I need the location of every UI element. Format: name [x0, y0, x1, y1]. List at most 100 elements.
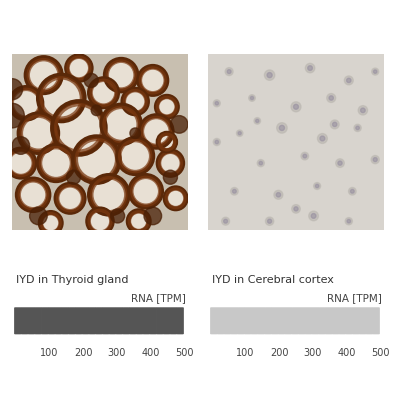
Circle shape — [59, 187, 81, 210]
Circle shape — [215, 140, 218, 144]
FancyBboxPatch shape — [55, 307, 62, 334]
FancyBboxPatch shape — [366, 307, 373, 334]
Circle shape — [90, 211, 110, 231]
FancyBboxPatch shape — [352, 307, 360, 334]
Circle shape — [170, 116, 188, 133]
Circle shape — [268, 219, 272, 223]
Text: 500: 500 — [175, 348, 194, 358]
Circle shape — [294, 207, 298, 211]
Circle shape — [360, 108, 365, 113]
Circle shape — [371, 156, 379, 164]
Circle shape — [294, 104, 298, 109]
FancyBboxPatch shape — [109, 307, 116, 334]
Circle shape — [266, 217, 274, 225]
Circle shape — [329, 96, 334, 100]
FancyBboxPatch shape — [163, 307, 170, 334]
Circle shape — [167, 190, 184, 207]
Circle shape — [292, 205, 300, 213]
FancyBboxPatch shape — [149, 307, 157, 334]
FancyBboxPatch shape — [170, 307, 177, 334]
FancyBboxPatch shape — [116, 307, 123, 334]
FancyBboxPatch shape — [271, 307, 278, 334]
Circle shape — [311, 214, 316, 218]
FancyBboxPatch shape — [88, 307, 96, 334]
Circle shape — [30, 61, 58, 89]
FancyBboxPatch shape — [230, 307, 238, 334]
Circle shape — [346, 78, 351, 83]
FancyBboxPatch shape — [122, 307, 130, 334]
Circle shape — [350, 189, 354, 193]
Circle shape — [305, 63, 315, 73]
FancyBboxPatch shape — [21, 307, 28, 334]
Circle shape — [372, 68, 379, 75]
Circle shape — [356, 126, 360, 130]
Text: 100: 100 — [236, 348, 254, 358]
FancyBboxPatch shape — [28, 307, 35, 334]
Circle shape — [318, 134, 327, 144]
FancyBboxPatch shape — [156, 307, 164, 334]
FancyBboxPatch shape — [75, 307, 82, 334]
Circle shape — [264, 70, 275, 80]
Text: IYD in Cerebral cortex: IYD in Cerebral cortex — [212, 275, 333, 285]
Circle shape — [374, 70, 377, 73]
Circle shape — [213, 138, 220, 146]
FancyBboxPatch shape — [41, 307, 49, 334]
Circle shape — [259, 161, 262, 165]
FancyBboxPatch shape — [298, 307, 306, 334]
FancyBboxPatch shape — [345, 307, 353, 334]
FancyBboxPatch shape — [14, 307, 22, 334]
Circle shape — [267, 72, 272, 78]
Circle shape — [43, 80, 80, 116]
Circle shape — [158, 98, 175, 115]
Circle shape — [276, 192, 281, 197]
FancyBboxPatch shape — [142, 307, 150, 334]
FancyBboxPatch shape — [176, 307, 184, 334]
Circle shape — [69, 58, 89, 78]
Circle shape — [91, 105, 102, 116]
Circle shape — [225, 68, 233, 76]
Circle shape — [320, 136, 325, 141]
Text: 200: 200 — [74, 348, 92, 358]
FancyBboxPatch shape — [244, 307, 252, 334]
FancyBboxPatch shape — [102, 307, 110, 334]
FancyBboxPatch shape — [210, 307, 218, 334]
Circle shape — [78, 141, 115, 178]
Circle shape — [160, 153, 180, 173]
Text: 500: 500 — [371, 348, 390, 358]
FancyBboxPatch shape — [251, 307, 258, 334]
Circle shape — [163, 170, 178, 184]
Circle shape — [160, 135, 174, 149]
Text: 200: 200 — [270, 348, 288, 358]
FancyBboxPatch shape — [332, 307, 339, 334]
Circle shape — [250, 96, 254, 100]
Circle shape — [130, 128, 140, 138]
Circle shape — [20, 182, 46, 208]
FancyBboxPatch shape — [325, 307, 332, 334]
Circle shape — [354, 124, 361, 132]
Circle shape — [358, 106, 368, 115]
Circle shape — [249, 95, 255, 101]
Circle shape — [373, 158, 377, 162]
Circle shape — [66, 170, 81, 184]
FancyBboxPatch shape — [136, 307, 143, 334]
Circle shape — [277, 123, 287, 133]
FancyBboxPatch shape — [312, 307, 319, 334]
Circle shape — [347, 220, 350, 223]
Circle shape — [14, 91, 39, 116]
Text: IYD in Thyroid gland: IYD in Thyroid gland — [16, 275, 128, 285]
FancyBboxPatch shape — [68, 307, 76, 334]
Circle shape — [327, 94, 336, 102]
Circle shape — [213, 100, 220, 107]
Circle shape — [58, 107, 100, 149]
Circle shape — [236, 130, 243, 136]
Circle shape — [42, 149, 70, 177]
Circle shape — [254, 118, 260, 124]
Circle shape — [256, 119, 259, 122]
Circle shape — [291, 102, 301, 112]
Circle shape — [133, 179, 158, 204]
Circle shape — [42, 214, 59, 232]
Text: RNA [TPM]: RNA [TPM] — [327, 294, 382, 304]
Circle shape — [0, 103, 24, 128]
Circle shape — [222, 217, 230, 225]
Circle shape — [309, 211, 318, 221]
